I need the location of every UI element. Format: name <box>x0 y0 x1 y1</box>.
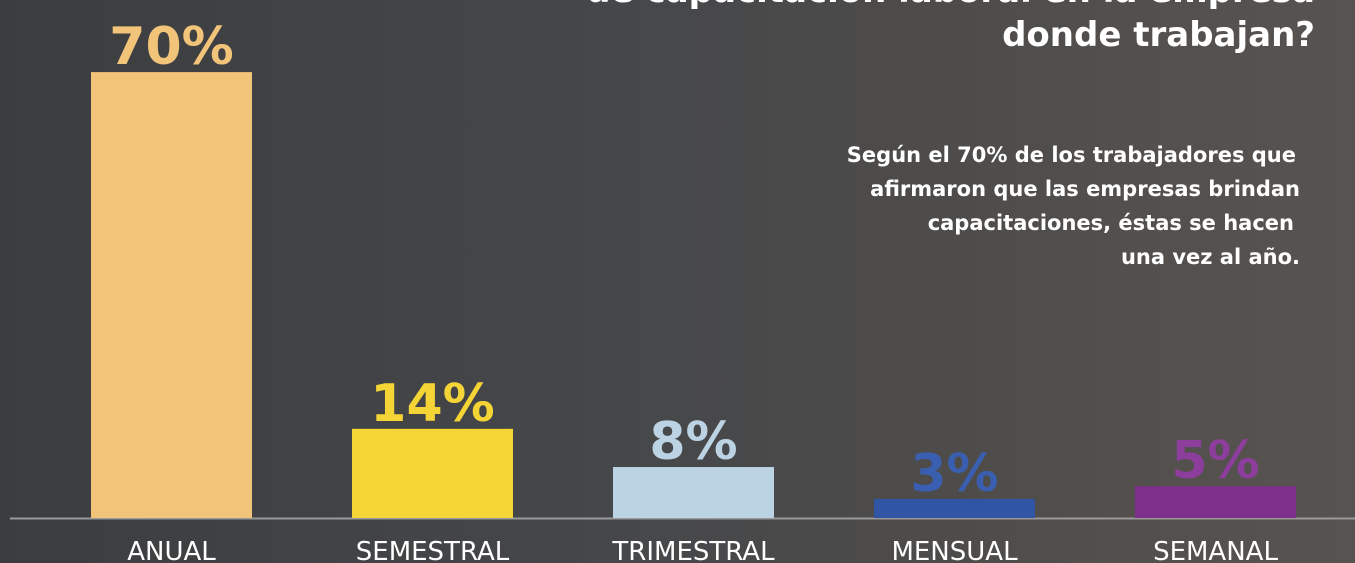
value-label: 8% <box>649 412 737 472</box>
annotation: una vez al año. <box>1121 245 1300 269</box>
bar <box>613 467 774 518</box>
x-tick-label: ANUAL <box>127 537 216 563</box>
x-tick-label: TRIMESTRAL <box>611 537 775 563</box>
x-tick-label: SEMANAL <box>1153 537 1278 563</box>
x-tick-label: SEMESTRAL <box>356 537 510 563</box>
chart-title: donde trabajan? <box>1002 15 1315 55</box>
x-tick-label: MENSUAL <box>891 537 1018 563</box>
value-label: 70% <box>109 17 233 77</box>
chart-title: de capacitación laboral en la empresa <box>586 0 1315 11</box>
bar <box>352 429 513 518</box>
value-label: 3% <box>910 444 998 504</box>
annotation: Según el 70% de los trabajadores que <box>847 143 1296 167</box>
value-label: 5% <box>1171 431 1259 491</box>
chart: de capacitación laboral en la empresa do… <box>0 0 1355 563</box>
value-label: 14% <box>370 374 494 434</box>
bar <box>91 72 252 518</box>
annotation: afirmaron que las empresas brindan <box>870 177 1300 201</box>
annotation: capacitaciones, éstas se hacen <box>928 211 1294 235</box>
